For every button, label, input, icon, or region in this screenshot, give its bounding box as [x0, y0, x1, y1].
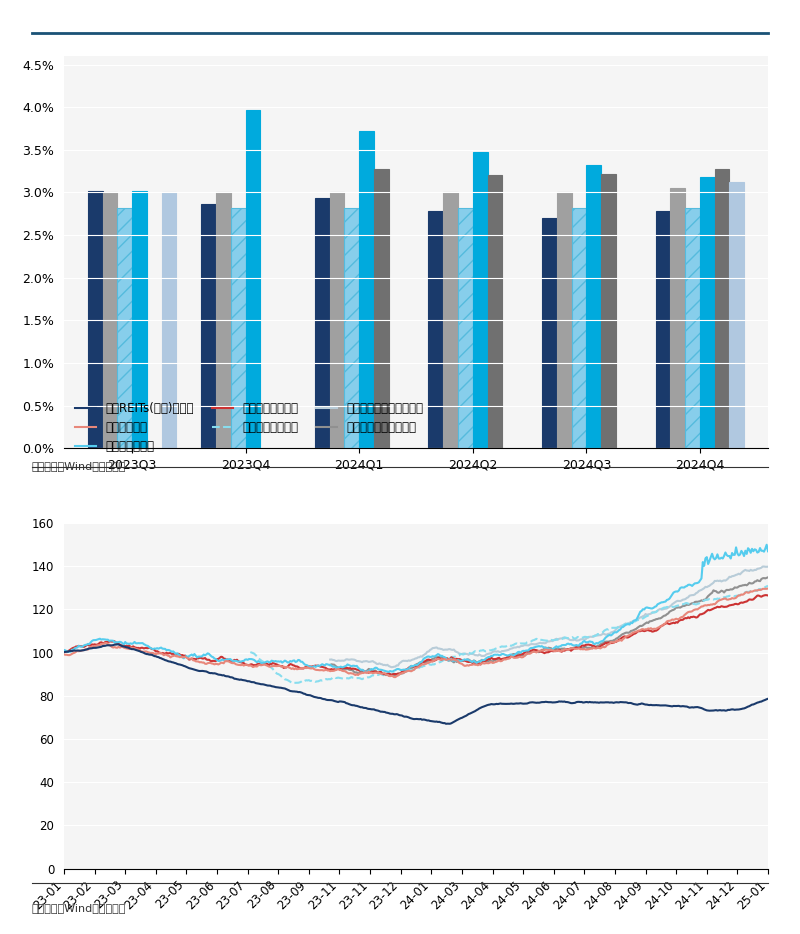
- Bar: [586, 165, 601, 448]
- Bar: [102, 191, 118, 448]
- Bar: [231, 208, 246, 448]
- Bar: [132, 191, 147, 448]
- Bar: [542, 218, 557, 448]
- Bar: [601, 174, 616, 448]
- Bar: [700, 177, 714, 448]
- Bar: [162, 191, 177, 448]
- Text: 资料来源：Wind，华泰研究: 资料来源：Wind，华泰研究: [32, 460, 126, 471]
- Bar: [202, 204, 216, 448]
- Bar: [88, 191, 102, 448]
- Bar: [345, 208, 359, 448]
- Bar: [315, 198, 330, 448]
- Legend: 中证REITs(收盘)全收益, 中金厦门安居, 华夏北京保障房, 华夏基金华润有巢, 红土创新深圳安居, 国泰君安城投寬庭保租房, 招商基金蛇口租赁住房: 中证REITs(收盘)全收益, 中金厦门安居, 华夏北京保障房, 华夏基金华润有…: [70, 398, 428, 458]
- Bar: [557, 191, 571, 448]
- Bar: [685, 208, 700, 448]
- Bar: [714, 169, 730, 448]
- Bar: [655, 211, 670, 448]
- Bar: [118, 208, 132, 448]
- Bar: [730, 182, 744, 448]
- Bar: [330, 191, 345, 448]
- Bar: [216, 191, 231, 448]
- Bar: [246, 110, 261, 448]
- Bar: [443, 191, 458, 448]
- Bar: [374, 169, 389, 448]
- Bar: [458, 208, 473, 448]
- Bar: [429, 211, 443, 448]
- Bar: [359, 131, 374, 448]
- Bar: [571, 208, 586, 448]
- Bar: [487, 176, 502, 448]
- Bar: [670, 189, 685, 448]
- Bar: [473, 151, 487, 448]
- Text: 资料来源：Wind，华泰研究: 资料来源：Wind，华泰研究: [32, 902, 126, 913]
